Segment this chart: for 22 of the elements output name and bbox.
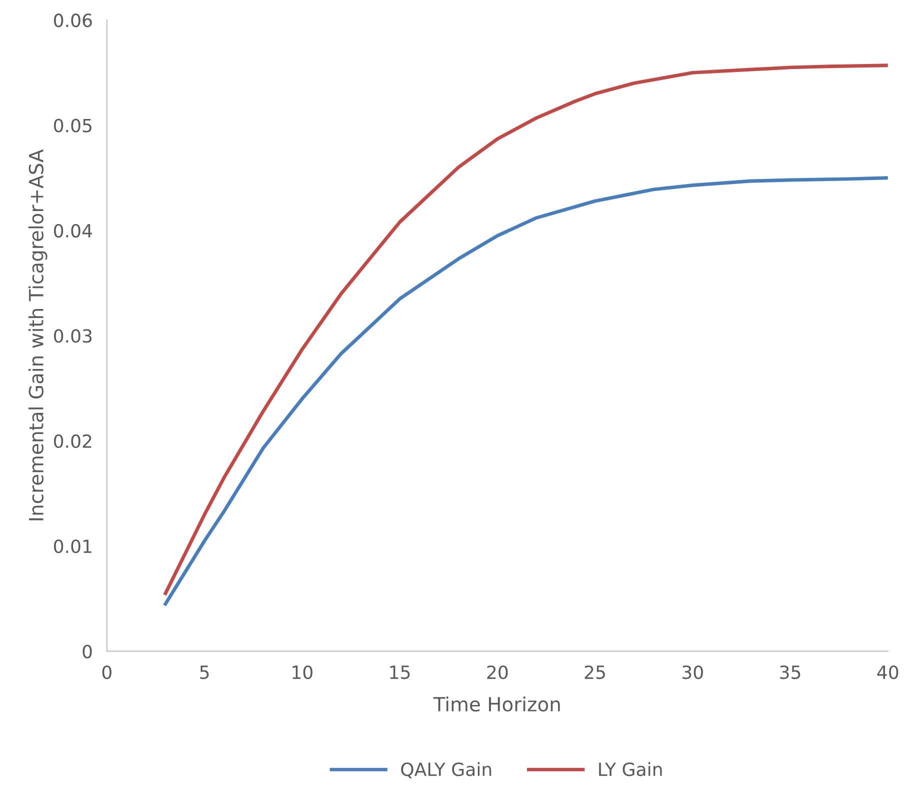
legend-label: QALY Gain [401, 762, 492, 778]
y-tick-label: 0.04 [54, 224, 92, 238]
y-tick-label: 0.01 [54, 540, 92, 554]
line-series [164, 176, 888, 606]
x-tick-label: 35 [780, 665, 800, 680]
x-tick-label: 30 [682, 665, 703, 680]
y-tick-label: 0.03 [54, 329, 92, 343]
x-tick-label: 25 [584, 665, 605, 680]
y-tick-label: 0.06 [54, 14, 92, 28]
y-tick-label: 0.05 [54, 118, 92, 132]
y-tick-label: 0.02 [54, 434, 92, 448]
x-axis-title: Time Horizon [433, 696, 560, 712]
y-tick-label: 0 [82, 644, 92, 658]
x-tick-label: 15 [390, 666, 410, 680]
x-tick-label: 0 [102, 665, 112, 680]
y-axis-title: Incremental Gain with Ticagrelor+ASA [28, 149, 48, 520]
line-series [164, 64, 888, 596]
x-tick-label: 10 [292, 665, 312, 680]
x-tick-label: 20 [487, 665, 508, 680]
x-tick-label: 40 [877, 665, 898, 680]
legend-label: LY Gain [599, 762, 662, 776]
x-tick-label: 5 [200, 666, 209, 680]
